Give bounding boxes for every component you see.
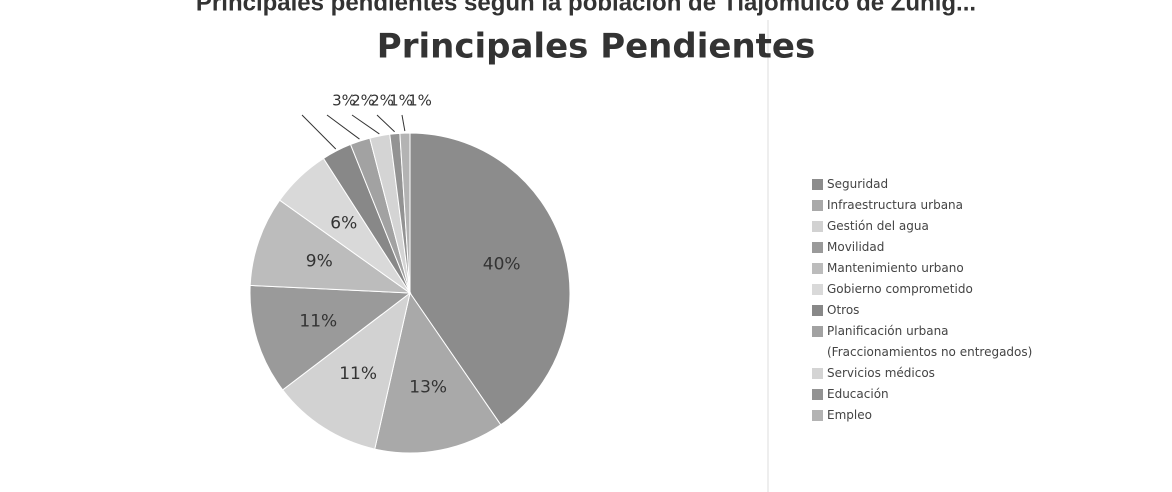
legend-label: Seguridad xyxy=(827,177,889,191)
legend-label: Servicios médicos xyxy=(827,366,935,380)
leader-line xyxy=(401,114,406,132)
legend-label: Planificación urbana (Fraccionamientos n… xyxy=(827,324,1033,359)
legend-item: Gestión del agua xyxy=(812,216,1172,237)
data-label: 11% xyxy=(299,312,337,332)
legend-swatch xyxy=(812,305,823,316)
data-label: 3% xyxy=(332,92,356,110)
pie-slice xyxy=(249,199,412,294)
legend-item: Educación xyxy=(812,384,1172,405)
legend-swatch xyxy=(812,368,823,379)
legend-swatch xyxy=(812,389,823,400)
legend-item: Empleo xyxy=(812,405,1172,426)
legend-label: Educación xyxy=(827,387,889,401)
legend-item: Seguridad xyxy=(812,174,1172,195)
pie-slice xyxy=(399,132,411,294)
leader-line xyxy=(301,114,337,150)
legend-swatch xyxy=(812,179,823,190)
legend-item: Otros xyxy=(812,300,1172,321)
legend-label: Empleo xyxy=(827,408,872,422)
data-label: 1% xyxy=(389,92,413,110)
leader-line xyxy=(351,114,380,135)
legend-swatch xyxy=(812,200,823,211)
legend-item: Movilidad xyxy=(812,237,1172,258)
data-label: 11% xyxy=(339,364,377,384)
legend-label: Movilidad xyxy=(827,240,885,254)
data-label: 9% xyxy=(306,252,333,272)
data-label: 13% xyxy=(409,377,447,397)
chart-title: Principales Pendientes xyxy=(377,27,815,67)
legend-label: Otros xyxy=(827,303,860,317)
legend-swatch xyxy=(812,221,823,232)
legend-swatch xyxy=(812,326,823,337)
leader-line xyxy=(326,114,360,140)
legend-swatch xyxy=(812,410,823,421)
legend-item: Mantenimiento urbano xyxy=(812,258,1172,279)
legend-swatch xyxy=(812,242,823,253)
legend-label: Infraestructura urbana xyxy=(827,198,964,212)
data-label: 6% xyxy=(330,214,357,234)
data-label: 40% xyxy=(483,254,521,274)
pie-slice xyxy=(281,291,411,450)
legend-label: Gestión del agua xyxy=(827,219,929,233)
data-label: 2% xyxy=(370,92,394,110)
legend-item: Gobierno comprometido xyxy=(812,279,1172,300)
leader-line xyxy=(376,114,395,133)
legend-label: Gobierno comprometido xyxy=(827,282,973,296)
legend-label: Mantenimiento urbano xyxy=(827,261,964,275)
data-label: 1% xyxy=(408,92,432,110)
legend-item: Servicios médicos xyxy=(812,363,1172,384)
legend-swatch xyxy=(812,263,823,274)
pie-slice xyxy=(374,291,502,454)
legend-swatch xyxy=(812,284,823,295)
pie-slice xyxy=(409,132,571,426)
pie-slice xyxy=(249,284,412,391)
legend: Seguridad Infraestructura urbana Gestión d… xyxy=(812,174,1172,426)
data-label: 2% xyxy=(351,92,375,110)
legend-item: Planificación urbana (Fraccionamientos n… xyxy=(812,321,1172,363)
page-title: Principales pendientes según la població… xyxy=(196,0,976,16)
legend-item: Infraestructura urbana xyxy=(812,195,1172,216)
